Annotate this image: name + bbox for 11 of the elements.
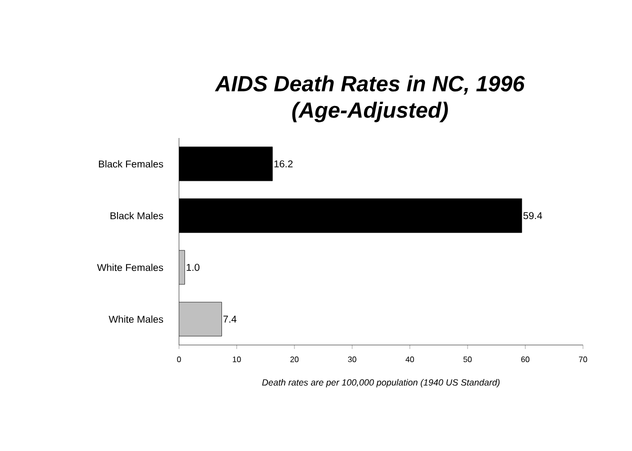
chart-subtitle: (Age-Adjusted) [292,102,448,122]
data-label: 59.4 [523,212,542,220]
x-axis-title: Death rates are per 100,000 population (1940 US Standard) [262,379,500,388]
data-label: 7.4 [223,316,236,323]
y-tick-label: Black Females [98,160,164,168]
y-tick-label: White Females [97,264,164,272]
y-tick-label: Black Males [110,212,164,220]
data-label: 16.2 [274,160,293,168]
y-tick-label: White Males [108,315,164,323]
data-label: 1.0 [186,264,200,271]
chart-title: AIDS Death Rates in NC, 1996 [214,75,525,95]
